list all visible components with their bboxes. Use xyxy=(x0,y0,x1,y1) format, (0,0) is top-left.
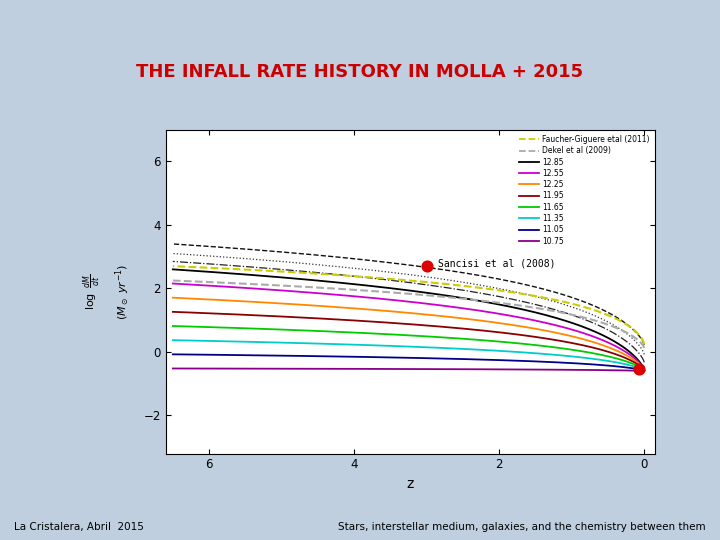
Point xyxy=(634,365,645,374)
Legend: Faucher-Giguere etal (2011), Dekel et al (2009), 12.85, 12.55, 12.25, 11.95, 11.: Faucher-Giguere etal (2011), Dekel et al… xyxy=(516,132,653,248)
Point xyxy=(421,262,433,271)
X-axis label: z: z xyxy=(407,477,414,491)
Text: Stars, interstellar medium, galaxies, and the chemistry between them: Stars, interstellar medium, galaxies, an… xyxy=(338,522,706,532)
Y-axis label: $\log\ \frac{dM}{dt}$
$(M_\odot\ yr^{-1})$: $\log\ \frac{dM}{dt}$ $(M_\odot\ yr^{-1}… xyxy=(81,264,132,320)
Text: Sancisi et al (2008): Sancisi et al (2008) xyxy=(438,258,555,268)
Text: THE INFALL RATE HISTORY IN MOLLA + 2015: THE INFALL RATE HISTORY IN MOLLA + 2015 xyxy=(136,63,584,81)
Text: La Cristalera, Abril  2015: La Cristalera, Abril 2015 xyxy=(14,522,144,532)
